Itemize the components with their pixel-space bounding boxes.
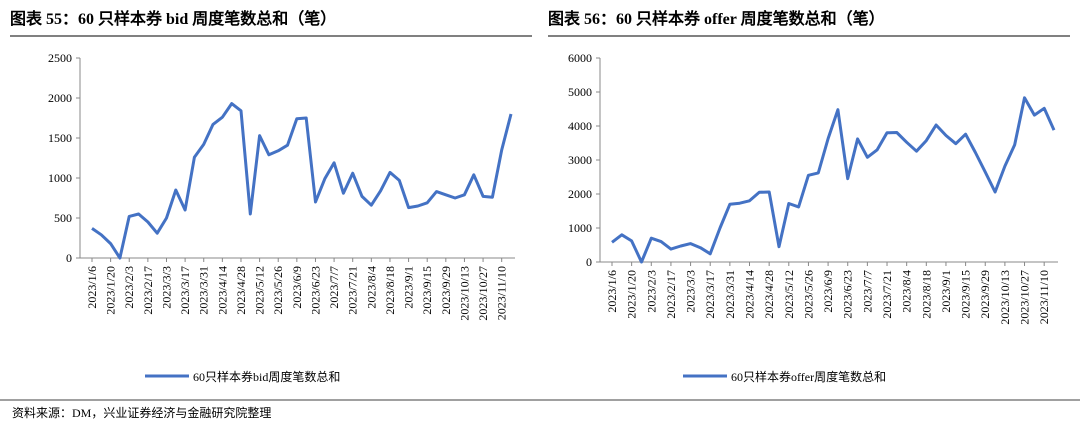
x-tick-label: 2023/11/10: [495, 266, 509, 320]
x-tick-label: 2023/4/14: [215, 266, 229, 315]
x-tick-label: 2023/6/23: [308, 266, 322, 315]
x-tick-label: 2023/7/7: [327, 266, 341, 309]
x-tick-label: 2023/10/13: [998, 270, 1012, 325]
y-tick-label: 2000: [48, 91, 72, 105]
x-tick-label: 2023/10/27: [476, 266, 490, 321]
x-tick-label: 2023/4/28: [234, 266, 248, 315]
x-tick-label: 2023/7/7: [860, 270, 874, 313]
chart-title: 图表 56：60 只样本券 offer 周度笔数总和（笔）: [548, 9, 885, 28]
x-tick-label: 2023/9/1: [939, 270, 953, 313]
x-tick-label: 2023/1/20: [625, 270, 639, 319]
line-series: [91, 102, 513, 260]
y-tick-label: 2500: [48, 51, 72, 65]
x-tick-label: 2023/9/1: [402, 266, 416, 309]
y-tick-label: 6000: [568, 51, 592, 65]
x-tick-label: 2023/8/18: [383, 266, 397, 315]
y-tick-label: 2000: [568, 187, 592, 201]
x-tick-label: 2023/8/4: [900, 270, 914, 313]
x-tick-label: 2023/3/3: [159, 266, 173, 309]
y-tick-label: 1000: [568, 221, 592, 235]
y-tick-label: 0: [66, 251, 72, 265]
x-tick-label: 2023/1/6: [605, 270, 619, 313]
y-tick-label: 0: [586, 255, 592, 269]
x-tick-label: 2023/7/21: [880, 270, 894, 319]
x-tick-label: 2023/9/15: [420, 266, 434, 315]
x-tick-label: 2023/3/17: [178, 266, 192, 315]
x-tick-label: 2023/10/27: [1018, 270, 1032, 325]
line-series: [611, 96, 1056, 264]
x-tick-label: 2023/9/29: [439, 266, 453, 315]
x-tick-label: 2023/6/9: [290, 266, 304, 309]
x-tick-label: 2023/5/26: [271, 266, 285, 315]
x-tick-label: 2023/8/18: [919, 270, 933, 319]
x-tick-label: 2023/5/12: [782, 270, 796, 319]
y-tick-label: 1000: [48, 171, 72, 185]
x-tick-label: 2023/10/13: [457, 266, 471, 321]
source: 资料来源：DM，兴业证券经济与金融研究院整理: [12, 405, 271, 420]
x-tick-label: 2023/3/17: [703, 270, 717, 319]
x-tick-label: 2023/11/10: [1037, 270, 1051, 324]
x-tick-label: 2023/3/31: [723, 270, 737, 319]
x-tick-label: 2023/3/31: [197, 266, 211, 315]
y-tick-label: 5000: [568, 85, 592, 99]
chart-title: 图表 55：60 只样本券 bid 周度笔数总和（笔）: [10, 9, 336, 28]
y-tick-label: 4000: [568, 119, 592, 133]
x-tick-label: 2023/9/15: [959, 270, 973, 319]
x-tick-label: 2023/2/3: [644, 270, 658, 313]
y-tick-label: 3000: [568, 153, 592, 167]
x-tick-label: 2023/5/12: [253, 266, 267, 315]
x-tick-label: 2023/5/26: [801, 270, 815, 319]
x-tick-label: 2023/4/28: [762, 270, 776, 319]
x-tick-label: 2023/2/17: [141, 266, 155, 315]
x-tick-label: 2023/9/29: [978, 270, 992, 319]
y-tick-label: 1500: [48, 131, 72, 145]
x-tick-label: 2023/4/14: [743, 270, 757, 319]
x-tick-label: 2023/3/3: [684, 270, 698, 313]
x-tick-label: 2023/8/4: [364, 266, 378, 309]
y-tick-label: 500: [54, 211, 72, 225]
x-tick-label: 2023/2/17: [664, 270, 678, 319]
legend-label: 60只样本券offer周度笔数总和: [731, 369, 886, 384]
x-tick-label: 2023/6/9: [821, 270, 835, 313]
x-tick-label: 2023/1/6: [85, 266, 99, 309]
legend-label: 60只样本券bid周度笔数总和: [193, 369, 340, 384]
x-tick-label: 2023/6/23: [841, 270, 855, 319]
x-tick-label: 2023/1/20: [104, 266, 118, 315]
x-tick-label: 2023/7/21: [346, 266, 360, 315]
x-tick-label: 2023/2/3: [122, 266, 136, 309]
